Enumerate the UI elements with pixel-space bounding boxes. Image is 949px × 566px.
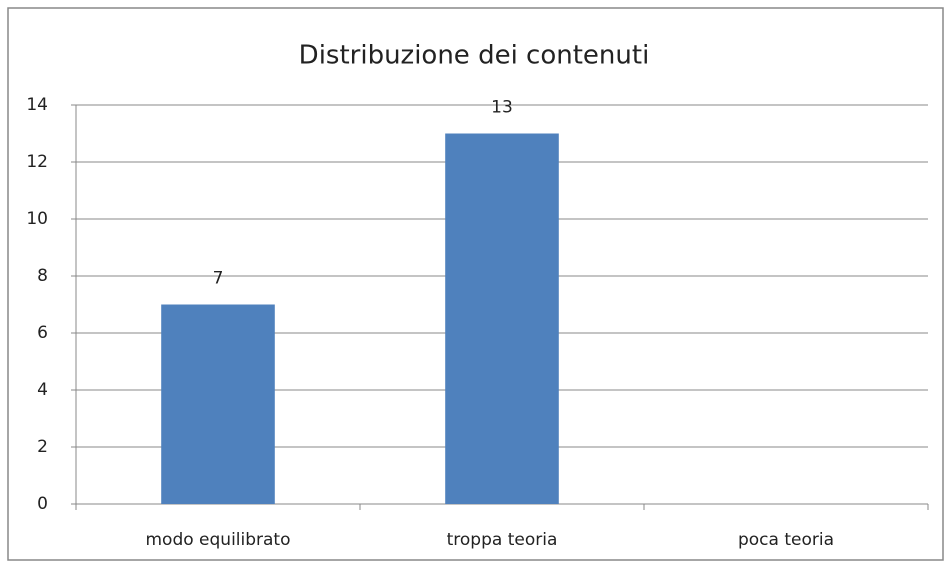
chart-title: Distribuzione dei contenuti [299,41,650,71]
y-tick-label: 14 [26,95,48,115]
data-label: 13 [491,98,513,118]
y-tick-label: 0 [37,494,48,514]
y-tick-label: 10 [26,209,48,229]
y-tick-label: 4 [37,380,48,400]
y-tick-label: 12 [26,152,48,172]
bar [445,133,559,504]
y-tick-label: 8 [37,266,48,286]
y-tick-label: 6 [37,323,48,343]
x-tick-label: troppa teoria [447,530,558,550]
bar [161,304,275,504]
x-tick-label: poca teoria [738,530,834,550]
y-tick-label: 2 [37,437,48,457]
x-tick-label: modo equilibrato [145,530,290,550]
data-label: 7 [213,269,224,289]
